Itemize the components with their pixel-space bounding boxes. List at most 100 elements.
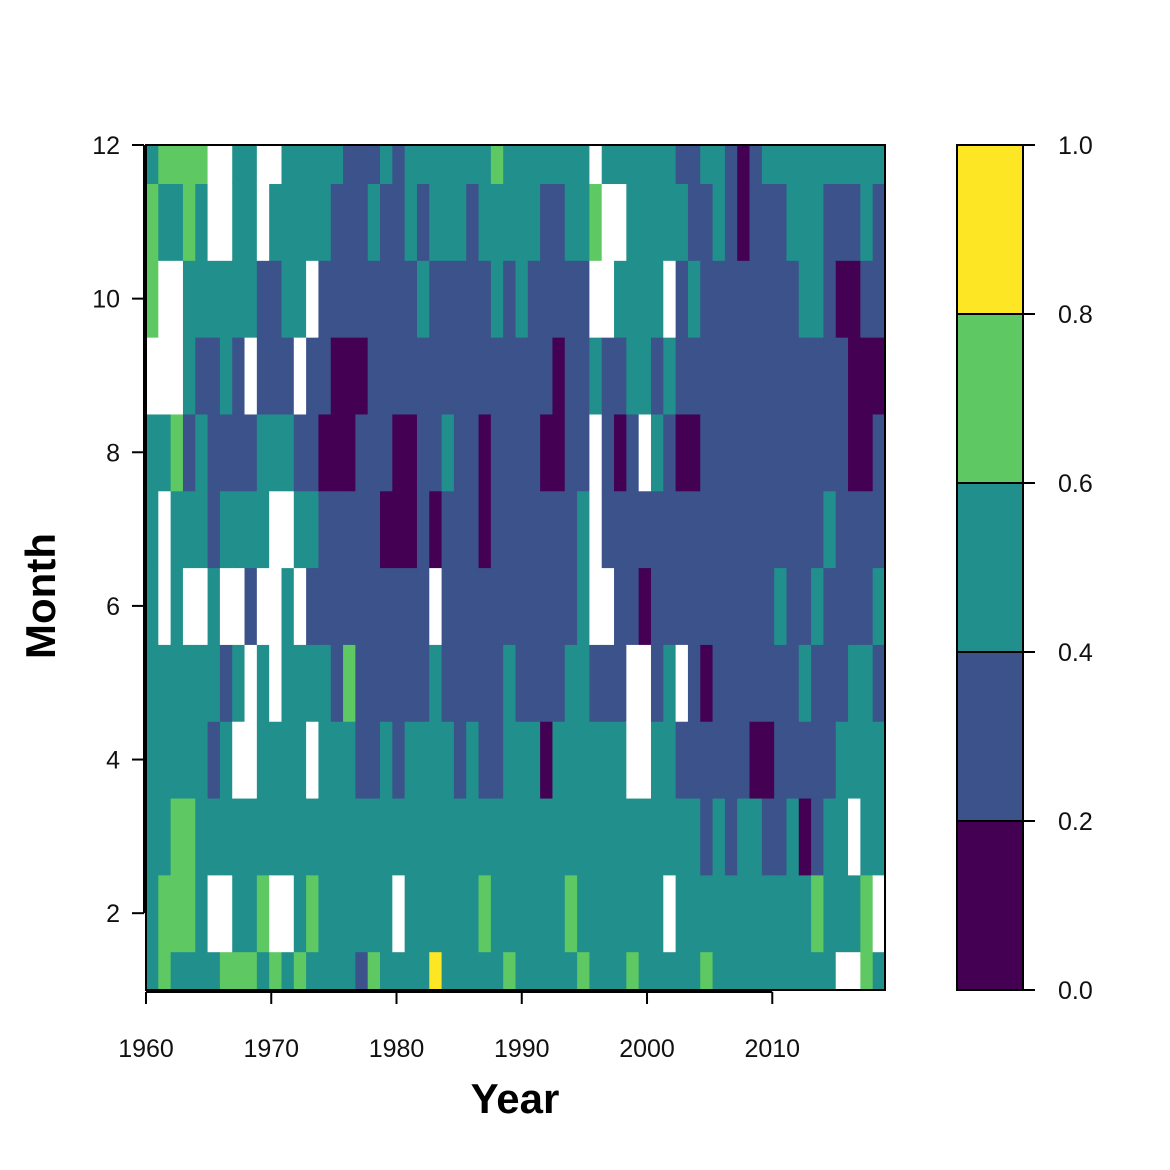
heatmap-cell	[872, 721, 886, 799]
heatmap-cell	[466, 337, 480, 415]
heatmap-cell	[663, 490, 677, 569]
heatmap-cell	[663, 721, 677, 799]
heatmap-cell	[749, 183, 763, 261]
heatmap-cell	[774, 721, 788, 799]
y-tick-label: 10	[92, 286, 120, 314]
heatmap-cell	[712, 183, 726, 261]
heatmap-cell	[823, 145, 837, 185]
heatmap-cell	[466, 951, 480, 991]
heatmap-cell	[577, 874, 590, 953]
heatmap-cell	[281, 260, 295, 338]
heatmap-cell	[146, 490, 159, 569]
heatmap-cell	[798, 874, 812, 953]
heatmap-cell	[638, 337, 652, 415]
heatmap-cell	[490, 644, 504, 722]
heatmap-cell	[761, 490, 775, 569]
heatmap-cell	[219, 260, 233, 338]
colorbar-tick-label: 0.6	[1058, 470, 1093, 498]
heatmap-cell	[478, 644, 492, 722]
heatmap-cell	[392, 644, 406, 722]
heatmap-cell	[404, 644, 418, 722]
heatmap-cell	[527, 951, 541, 991]
heatmap-cell	[429, 874, 443, 953]
heatmap-cell	[281, 145, 295, 185]
heatmap-cell	[441, 874, 455, 953]
heatmap-cell	[835, 567, 849, 645]
heatmap-cell	[638, 260, 652, 338]
heatmap-cell	[146, 721, 159, 799]
heatmap-cell	[564, 183, 578, 261]
heatmap-cell	[749, 413, 763, 492]
heatmap-cell	[219, 490, 233, 569]
heatmap-cell	[663, 567, 677, 645]
heatmap-cell	[650, 951, 664, 991]
heatmap-cell	[429, 337, 443, 415]
heatmap-cell	[700, 951, 714, 991]
heatmap-cell	[330, 260, 344, 338]
heatmap-cell	[724, 874, 738, 953]
heatmap-cell	[872, 337, 886, 415]
heatmap-cell	[466, 874, 480, 953]
heatmap-cell	[207, 490, 221, 569]
heatmap-cell	[749, 951, 763, 991]
heatmap-cell	[244, 567, 258, 645]
heatmap-cell	[380, 567, 393, 645]
heatmap-cell	[232, 644, 246, 722]
heatmap-cell	[269, 260, 283, 338]
heatmap-cell	[441, 721, 455, 799]
heatmap-cell	[367, 490, 381, 569]
heatmap-cell	[355, 337, 369, 415]
heatmap-cell	[564, 490, 578, 569]
heatmap-cell	[343, 490, 356, 569]
heatmap-cell	[380, 797, 393, 876]
heatmap-cell	[182, 721, 196, 799]
heatmap-cell	[256, 567, 270, 645]
heatmap-cell	[749, 337, 763, 415]
heatmap-cell	[515, 721, 529, 799]
heatmap-cell	[650, 490, 664, 569]
heatmap-cell	[700, 644, 714, 722]
heatmap-cell	[749, 721, 763, 799]
heatmap-cell	[527, 721, 541, 799]
heatmap-cell	[823, 337, 837, 415]
heatmap-cell	[367, 874, 381, 953]
heatmap-cell	[318, 260, 332, 338]
heatmap-cell	[281, 721, 295, 799]
heatmap-cell	[700, 874, 714, 953]
heatmap-cell	[650, 721, 664, 799]
heatmap-cell	[675, 413, 689, 492]
heatmap-cells	[146, 145, 886, 991]
heatmap-cell	[293, 183, 307, 261]
heatmap-cell	[724, 721, 738, 799]
heatmap-cell	[146, 337, 159, 415]
heatmap-cell	[441, 797, 455, 876]
heatmap-cell	[860, 183, 874, 261]
heatmap-cell	[416, 567, 430, 645]
heatmap-cell	[811, 721, 825, 799]
heatmap-cell	[786, 337, 800, 415]
heatmap-cell	[219, 721, 233, 799]
heatmap-cell	[232, 567, 246, 645]
heatmap-cell	[146, 183, 159, 261]
heatmap-cell	[614, 145, 627, 185]
heatmap-cell	[355, 644, 369, 722]
heatmap-cell	[367, 797, 381, 876]
heatmap-cell	[478, 490, 492, 569]
heatmap-cell	[182, 260, 196, 338]
heatmap-cell	[823, 490, 837, 569]
heatmap-cell	[626, 490, 640, 569]
heatmap-cell	[330, 721, 344, 799]
heatmap-cell	[343, 183, 356, 261]
heatmap-cell	[724, 183, 738, 261]
heatmap-cell	[207, 183, 221, 261]
heatmap-cell	[614, 721, 627, 799]
heatmap-cell	[343, 951, 356, 991]
heatmap-cell	[416, 644, 430, 722]
heatmap-cell	[540, 874, 554, 953]
heatmap-cell	[835, 413, 849, 492]
heatmap-cell	[195, 260, 209, 338]
heatmap-cell	[441, 413, 455, 492]
heatmap-cell	[429, 260, 443, 338]
heatmap-cell	[306, 183, 320, 261]
heatmap-cell	[318, 145, 332, 185]
